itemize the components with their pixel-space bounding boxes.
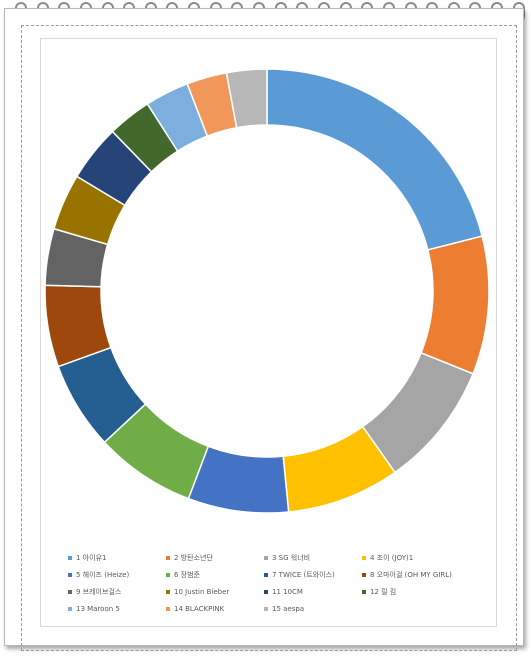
legend-item: 14 BLACKPINK (166, 602, 264, 616)
legend-swatch (362, 590, 366, 594)
legend-item: 4 조이 (JOY)1 (362, 551, 468, 565)
legend-swatch (68, 607, 72, 611)
legend-label: 15 aespa (272, 605, 305, 613)
legend-swatch (362, 556, 366, 560)
legend-swatch (264, 590, 268, 594)
legend-swatch (166, 590, 170, 594)
legend-label: 3 SG 워너비 (272, 554, 311, 562)
legend-item: 5 헤이즈 (Heize) (68, 568, 166, 582)
donut-chart (44, 68, 490, 514)
legend-swatch (68, 556, 72, 560)
donut-slice (266, 68, 484, 251)
legend-label: 7 TWICE (트와이스) (272, 571, 335, 579)
legend-label: 11 10CM (272, 588, 303, 596)
legend-swatch (264, 573, 268, 577)
legend-swatch (68, 573, 72, 577)
legend-item: 6 장범준 (166, 568, 264, 582)
legend-swatch (264, 607, 268, 611)
legend-swatch (68, 590, 72, 594)
legend-swatch (166, 573, 170, 577)
dashed-border (21, 25, 517, 651)
legend-label: 2 방탄소년단 (174, 554, 213, 562)
legend-item: 8 오마이걸 (OH MY GIRL) (362, 568, 468, 582)
legend-item: 10 Justin Bieber (166, 585, 264, 599)
donut-slice (225, 68, 268, 129)
legend-swatch (166, 607, 170, 611)
legend-item: 1 아이유1 (68, 551, 166, 565)
legend-swatch (362, 573, 366, 577)
legend-label: 1 아이유1 (76, 554, 107, 562)
legend-item: 13 Maroon 5 (68, 602, 166, 616)
legend-label: 8 오마이걸 (OH MY GIRL) (370, 571, 452, 579)
legend-label: 4 조이 (JOY)1 (370, 554, 414, 562)
legend-swatch (264, 556, 268, 560)
legend-swatch (166, 556, 170, 560)
legend-label: 13 Maroon 5 (76, 605, 120, 613)
legend-label: 5 헤이즈 (Heize) (76, 571, 130, 579)
legend-label: 10 Justin Bieber (174, 588, 230, 596)
legend-item: 9 브레이브걸스 (68, 585, 166, 599)
legend-item: 2 방탄소년단 (166, 551, 264, 565)
legend-item: 7 TWICE (트와이스) (264, 568, 362, 582)
donut-slice (420, 235, 490, 375)
legend-label: 14 BLACKPINK (174, 605, 225, 613)
legend-item: 3 SG 워너비 (264, 551, 362, 565)
legend-label: 9 브레이브걸스 (76, 588, 122, 596)
legend-label: 12 릴 킴 (370, 588, 397, 596)
legend-item: 12 릴 킴 (362, 585, 468, 599)
legend-item: 11 10CM (264, 585, 362, 599)
legend-label: 6 장범준 (174, 571, 200, 579)
legend-item: 15 aespa (264, 602, 362, 616)
chart-legend: 1 아이유1 2 방탄소년단 3 SG 워너비 4 조이 (JOY)1 5 헤이즈 (H… (68, 551, 468, 616)
chart-area (40, 38, 497, 627)
